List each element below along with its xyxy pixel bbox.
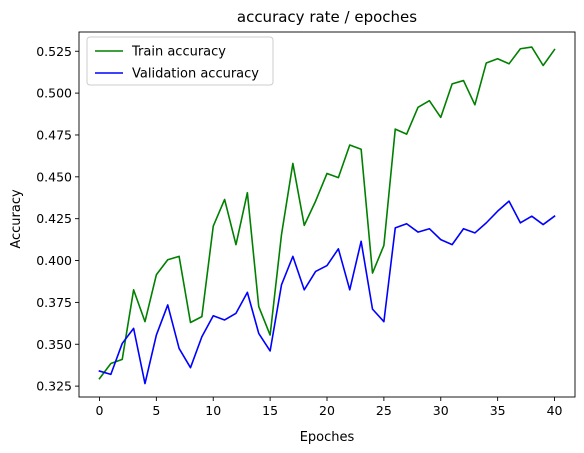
x-tick-label: 25	[376, 403, 392, 418]
y-tick-label: 0.475	[36, 127, 72, 142]
x-tick-label: 15	[262, 403, 278, 418]
legend-box	[86, 36, 274, 86]
y-tick-label: 0.450	[36, 169, 72, 184]
plot-frame	[78, 31, 576, 398]
chart-title: accuracy rate / epoches	[237, 8, 417, 26]
y-tick-label: 0.350	[36, 337, 72, 352]
legend: Train accuracy Validation accuracy	[86, 36, 274, 86]
x-tick-label: 30	[433, 403, 449, 418]
series-line-train	[98, 46, 556, 380]
y-tick-label: 0.400	[36, 253, 72, 268]
axes-layer: 0 5 10 15 20 25 30 35 40 0.325 0.350 0.375 0.400 0.42…	[36, 31, 576, 418]
y-tick-label: 0.525	[36, 44, 72, 59]
x-axis-title: Epoches	[300, 430, 355, 445]
x-tick-label: 40	[547, 403, 563, 418]
y-axis-title: Accuracy	[9, 189, 24, 249]
x-tick-label: 0	[96, 403, 104, 418]
x-tick-label: 5	[152, 403, 160, 418]
legend-label-validation: Validation accuracy	[132, 67, 259, 82]
y-tick-label: 0.425	[36, 211, 72, 226]
series-line-validation	[98, 200, 556, 385]
x-tick-label: 10	[205, 403, 221, 418]
x-tick-label: 35	[490, 403, 506, 418]
y-tick-label: 0.375	[36, 295, 72, 310]
y-tick-label: 0.325	[36, 379, 72, 394]
y-tick-label: 0.500	[36, 86, 72, 101]
series-layer	[98, 46, 556, 385]
x-tick-label: 20	[319, 403, 335, 418]
legend-label-train: Train accuracy	[131, 45, 226, 60]
